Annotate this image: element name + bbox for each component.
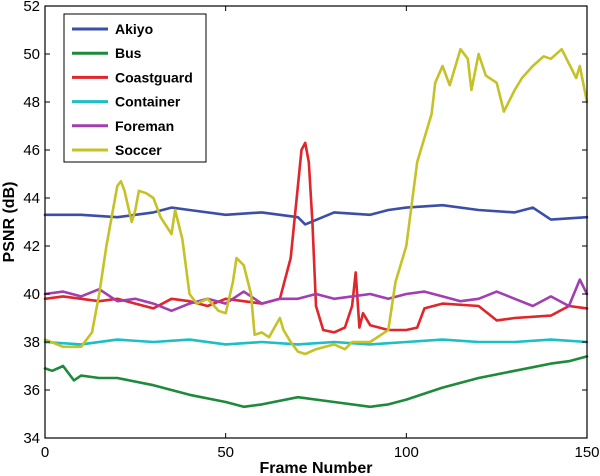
y-tick-label: 52 xyxy=(23,0,40,15)
series-line-container xyxy=(43,338,589,346)
y-tick-label: 44 xyxy=(23,190,40,207)
y-tick-label: 34 xyxy=(23,430,40,447)
plot-frame xyxy=(44,5,588,439)
series-line-bus xyxy=(43,355,589,409)
tick-layer: 0 50 100 150 34 36 38 40 42 44 46 48 50 52 xyxy=(23,0,599,461)
y-tick-label: 50 xyxy=(23,46,40,63)
series-line-soccer xyxy=(43,47,589,356)
legend-label-foreman: Foreman xyxy=(115,118,174,134)
y-tick-label: 48 xyxy=(23,94,40,111)
legend-label-container: Container xyxy=(115,94,181,110)
legend-label-soccer: Soccer xyxy=(115,142,162,158)
x-tick-label: 0 xyxy=(41,444,49,461)
y-tick-label: 40 xyxy=(23,286,40,303)
x-tick-label: 150 xyxy=(574,444,599,461)
y-tick-label: 46 xyxy=(23,142,40,159)
y-axis-label: PSNR (dB) xyxy=(1,182,18,263)
legend-label-bus: Bus xyxy=(115,45,142,61)
y-tick-label: 38 xyxy=(23,334,40,351)
y-tick-label: 36 xyxy=(23,382,40,399)
legend-box xyxy=(63,13,207,163)
y-tick-label: 42 xyxy=(23,238,40,255)
x-tick-label: 100 xyxy=(394,444,419,461)
series-layer xyxy=(43,47,589,409)
series-line-foreman xyxy=(43,278,589,313)
series-line-coastguard xyxy=(43,141,589,334)
legend: Akiyo Bus Coastguard Container Foreman Soccer xyxy=(63,13,207,163)
legend-label-akiyo: Akiyo xyxy=(115,21,153,37)
x-axis-label: Frame Number xyxy=(260,460,373,476)
series-line-akiyo xyxy=(43,203,589,226)
legend-label-coastguard: Coastguard xyxy=(115,69,193,85)
x-tick-label: 50 xyxy=(217,444,234,461)
